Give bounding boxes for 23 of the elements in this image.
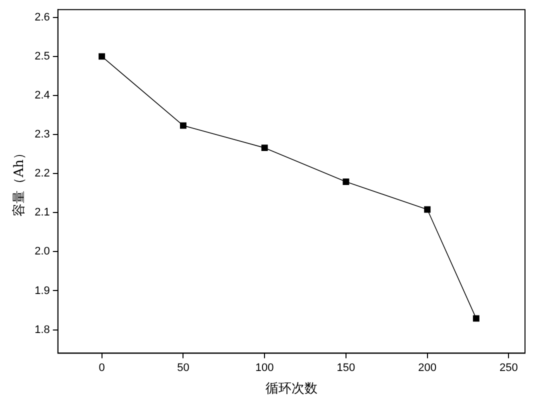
point (180, 122, 186, 129)
x-tick-label: 0 (98, 362, 105, 374)
y-tick-label: 2.4 (34, 90, 50, 102)
y-tick-label: 2.6 (34, 11, 50, 24)
point (424, 206, 431, 213)
y-tick-label: 1.9 (34, 284, 50, 297)
x-tick-label: 100 (255, 362, 274, 374)
x-tick-label: 150 (336, 362, 356, 374)
y-tick-label: 2.5 (34, 50, 50, 62)
y-tick-label: 2.0 (34, 246, 50, 258)
y-tick-label: 2.3 (34, 128, 50, 141)
x-tick-label: 50 (177, 362, 190, 374)
point (342, 178, 350, 186)
y-tick-label: 1.8 (34, 324, 50, 336)
x-axis-title: 循环次数 (265, 382, 318, 397)
point (98, 53, 106, 60)
y-axis-title: 容量（Ah） (11, 146, 28, 216)
x-tick-label: 250 (500, 362, 518, 374)
x-tick-label: 200 (418, 362, 437, 374)
y-tick-label: 2.2 (34, 168, 50, 180)
point (472, 315, 480, 322)
point (261, 144, 268, 152)
y-tick-label: 2.1 (34, 206, 50, 219)
